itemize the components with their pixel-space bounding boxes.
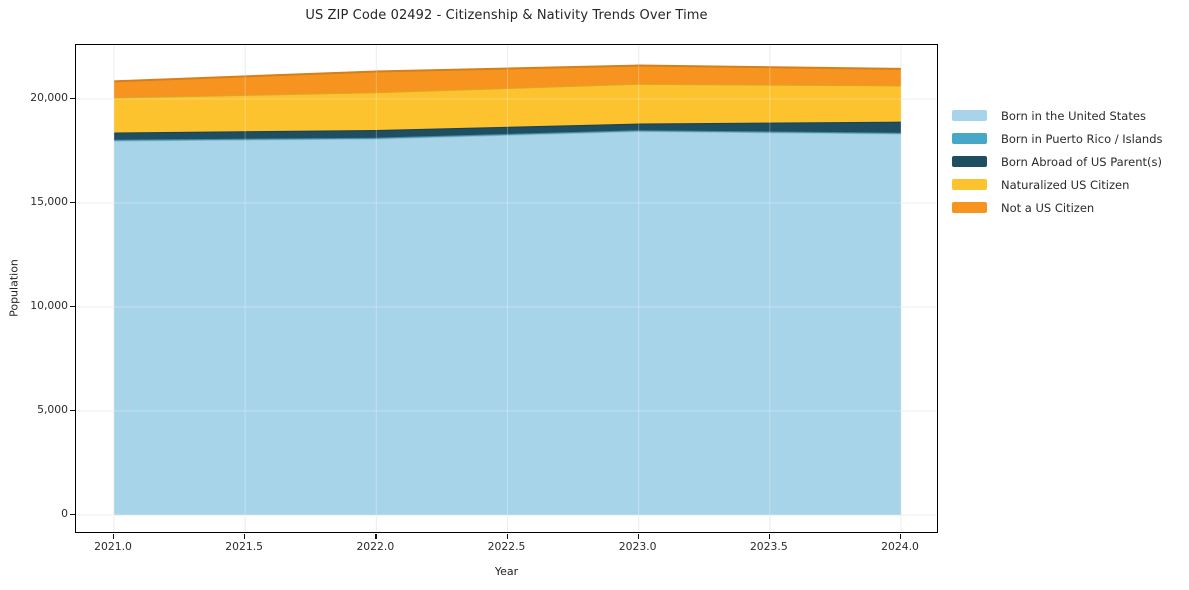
x-axis-title: Year	[494, 565, 519, 578]
legend-label: Born in the United States	[1001, 108, 1146, 123]
legend-item: Not a US Citizen	[952, 196, 1163, 219]
legend-label: Not a US Citizen	[1001, 200, 1095, 215]
y-tick-label: 20,000	[30, 91, 68, 104]
chart-title: US ZIP Code 02492 - Citizenship & Nativi…	[305, 8, 708, 23]
y-tick-mark	[70, 514, 75, 516]
x-tick-mark	[113, 533, 115, 539]
y-tick-mark	[70, 410, 75, 412]
y-tick-mark	[70, 306, 75, 308]
x-tick-mark	[900, 533, 902, 539]
legend-label: Born Abroad of US Parent(s)	[1001, 154, 1162, 169]
plot-area	[75, 44, 938, 533]
legend-swatch-icon	[952, 156, 987, 167]
x-tick-label: 2021.0	[94, 540, 132, 553]
y-tick-label: 10,000	[30, 299, 68, 312]
y-axis-title: Population	[7, 259, 21, 317]
y-tick-mark	[70, 98, 75, 100]
legend-label: Naturalized US Citizen	[1001, 177, 1130, 192]
x-tick-label: 2023.0	[618, 540, 657, 553]
y-tick-label: 5,000	[37, 403, 68, 416]
x-tick-label: 2022.0	[356, 540, 395, 553]
legend-label: Born in Puerto Rico / Islands	[1001, 131, 1163, 146]
legend-swatch-icon	[952, 179, 987, 190]
x-tick-label: 2024.0	[881, 540, 919, 553]
x-tick-mark	[244, 533, 246, 539]
x-tick-mark	[375, 533, 377, 539]
x-tick-label: 2021.5	[225, 540, 264, 553]
x-tick-mark	[506, 533, 508, 539]
legend-item: Born in the United States	[952, 104, 1163, 127]
x-tick-mark	[637, 533, 639, 539]
legend-swatch-icon	[952, 133, 987, 144]
legend-swatch-icon	[952, 110, 987, 121]
x-tick-label: 2022.5	[487, 540, 526, 553]
stacked-area-canvas	[76, 45, 936, 531]
legend: Born in the United States Born in Puerto …	[952, 104, 1163, 219]
x-tick-mark	[768, 533, 771, 539]
legend-item: Born in Puerto Rico / Islands	[952, 127, 1163, 150]
y-tick-mark	[70, 202, 75, 204]
y-tick-label: 0	[61, 507, 68, 520]
legend-item: Born Abroad of US Parent(s)	[952, 150, 1163, 173]
legend-swatch-icon	[952, 202, 987, 213]
x-tick-label: 2023.5	[749, 540, 788, 553]
legend-item: Naturalized US Citizen	[952, 173, 1163, 196]
y-tick-label: 15,000	[30, 195, 68, 208]
